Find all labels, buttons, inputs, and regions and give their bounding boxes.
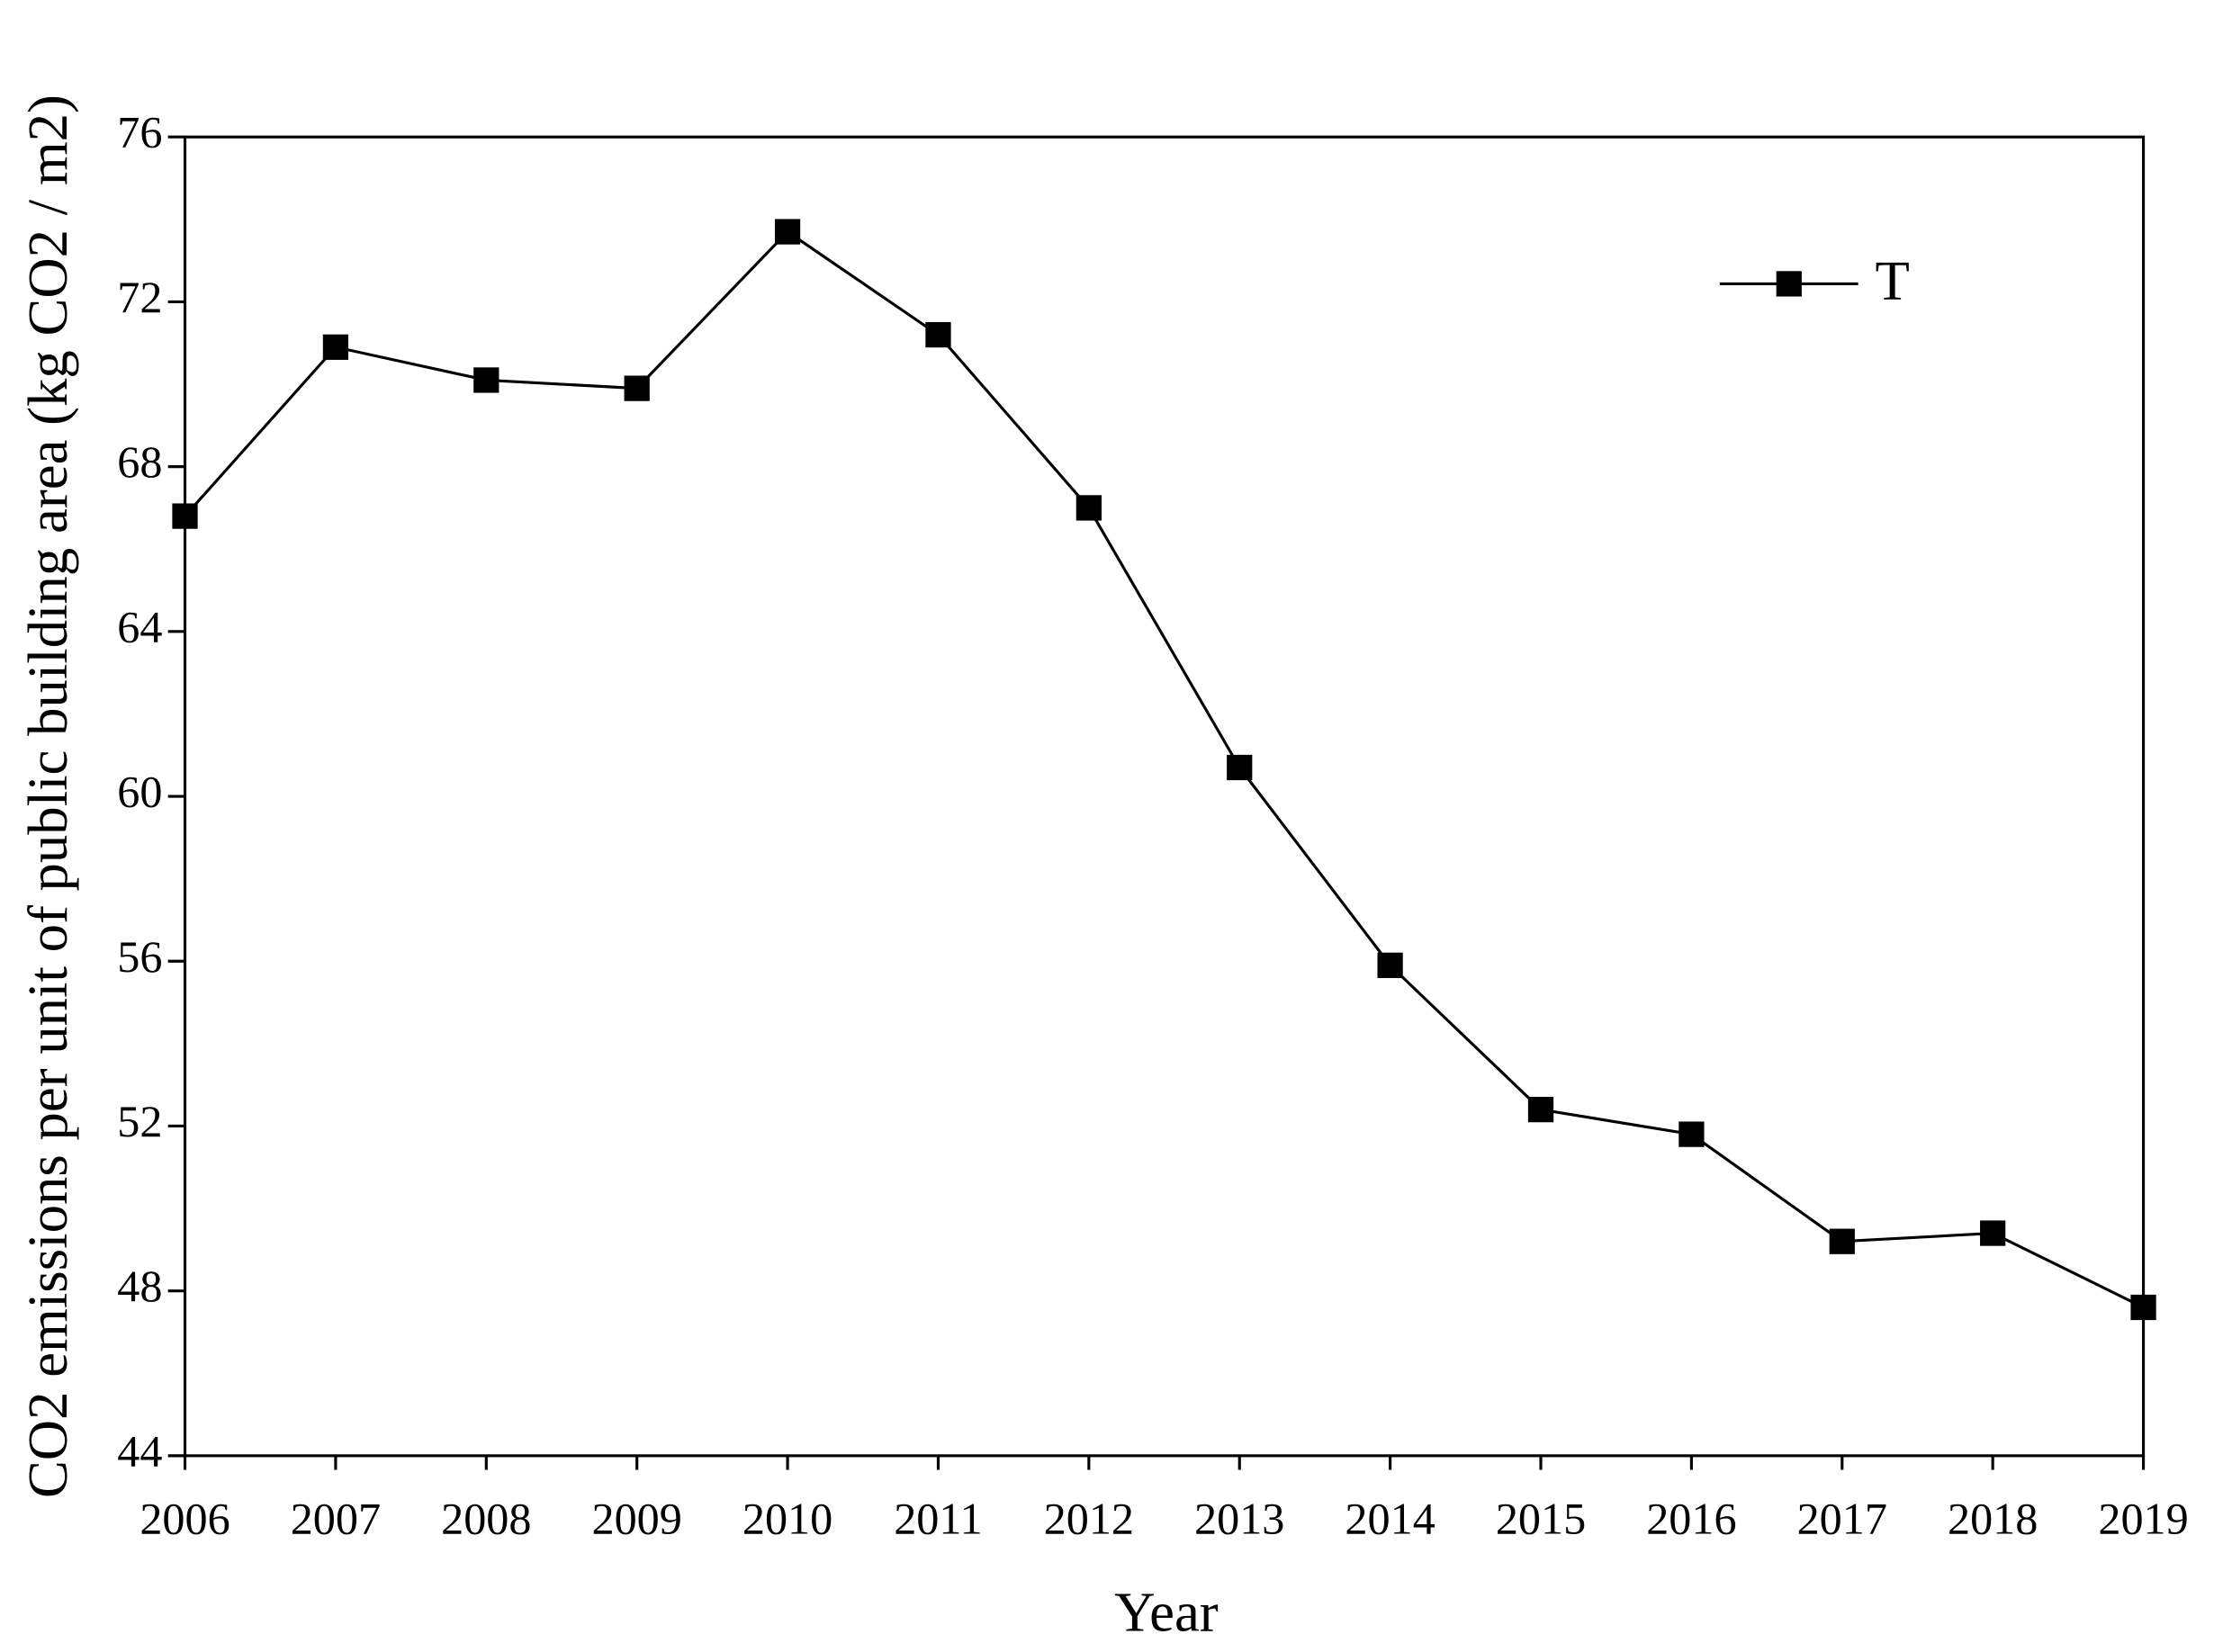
y-tick-label: 44 xyxy=(117,1425,162,1476)
y-tick-label: 68 xyxy=(117,436,162,487)
x-tick-label: 2017 xyxy=(1797,1494,1887,1544)
x-tick-label: 2016 xyxy=(1646,1494,1736,1544)
x-tick-label: 2011 xyxy=(894,1494,983,1544)
data-point xyxy=(1527,1097,1554,1123)
x-tick-label: 2019 xyxy=(2098,1494,2188,1544)
data-point xyxy=(172,503,198,529)
legend-label: T xyxy=(1875,249,1909,312)
y-tick-label: 64 xyxy=(117,601,162,651)
legend-marker xyxy=(1776,271,1802,297)
x-tick-label: 2010 xyxy=(742,1494,832,1544)
x-tick-label: 2015 xyxy=(1496,1494,1586,1544)
data-line xyxy=(184,229,2145,1309)
data-point xyxy=(624,375,650,401)
y-tick-label: 76 xyxy=(117,107,162,157)
x-tick-label: 2014 xyxy=(1345,1494,1435,1544)
data-point xyxy=(473,367,500,393)
data-point xyxy=(1076,495,1102,521)
y-tick-label: 72 xyxy=(117,272,162,322)
x-axis-label: Year xyxy=(1114,1581,1219,1644)
data-point xyxy=(774,219,801,245)
y-tick-label: 52 xyxy=(117,1096,162,1146)
data-point xyxy=(1377,952,1403,978)
x-tick-label: 2012 xyxy=(1044,1494,1134,1544)
x-tick-label: 2009 xyxy=(592,1494,682,1544)
x-tick-label: 2007 xyxy=(291,1494,381,1544)
data-point xyxy=(1980,1220,2006,1246)
x-tick-label: 2013 xyxy=(1194,1494,1284,1544)
y-axis-label: CO2 emissions per unit of public buildin… xyxy=(16,94,79,1498)
y-tick-label: 56 xyxy=(117,931,162,982)
data-point xyxy=(2130,1294,2156,1321)
data-point xyxy=(925,321,951,348)
data-point xyxy=(1227,754,1253,781)
plot-frame xyxy=(183,135,2146,1458)
x-tick-label: 2006 xyxy=(140,1494,230,1544)
x-tick-label: 2018 xyxy=(1948,1494,2038,1544)
x-tick-label: 2008 xyxy=(441,1494,531,1544)
data-point xyxy=(1678,1121,1705,1147)
data-point xyxy=(322,334,349,360)
data-point xyxy=(1829,1228,1855,1254)
y-tick-label: 60 xyxy=(117,767,162,817)
y-tick-label: 48 xyxy=(117,1261,162,1311)
